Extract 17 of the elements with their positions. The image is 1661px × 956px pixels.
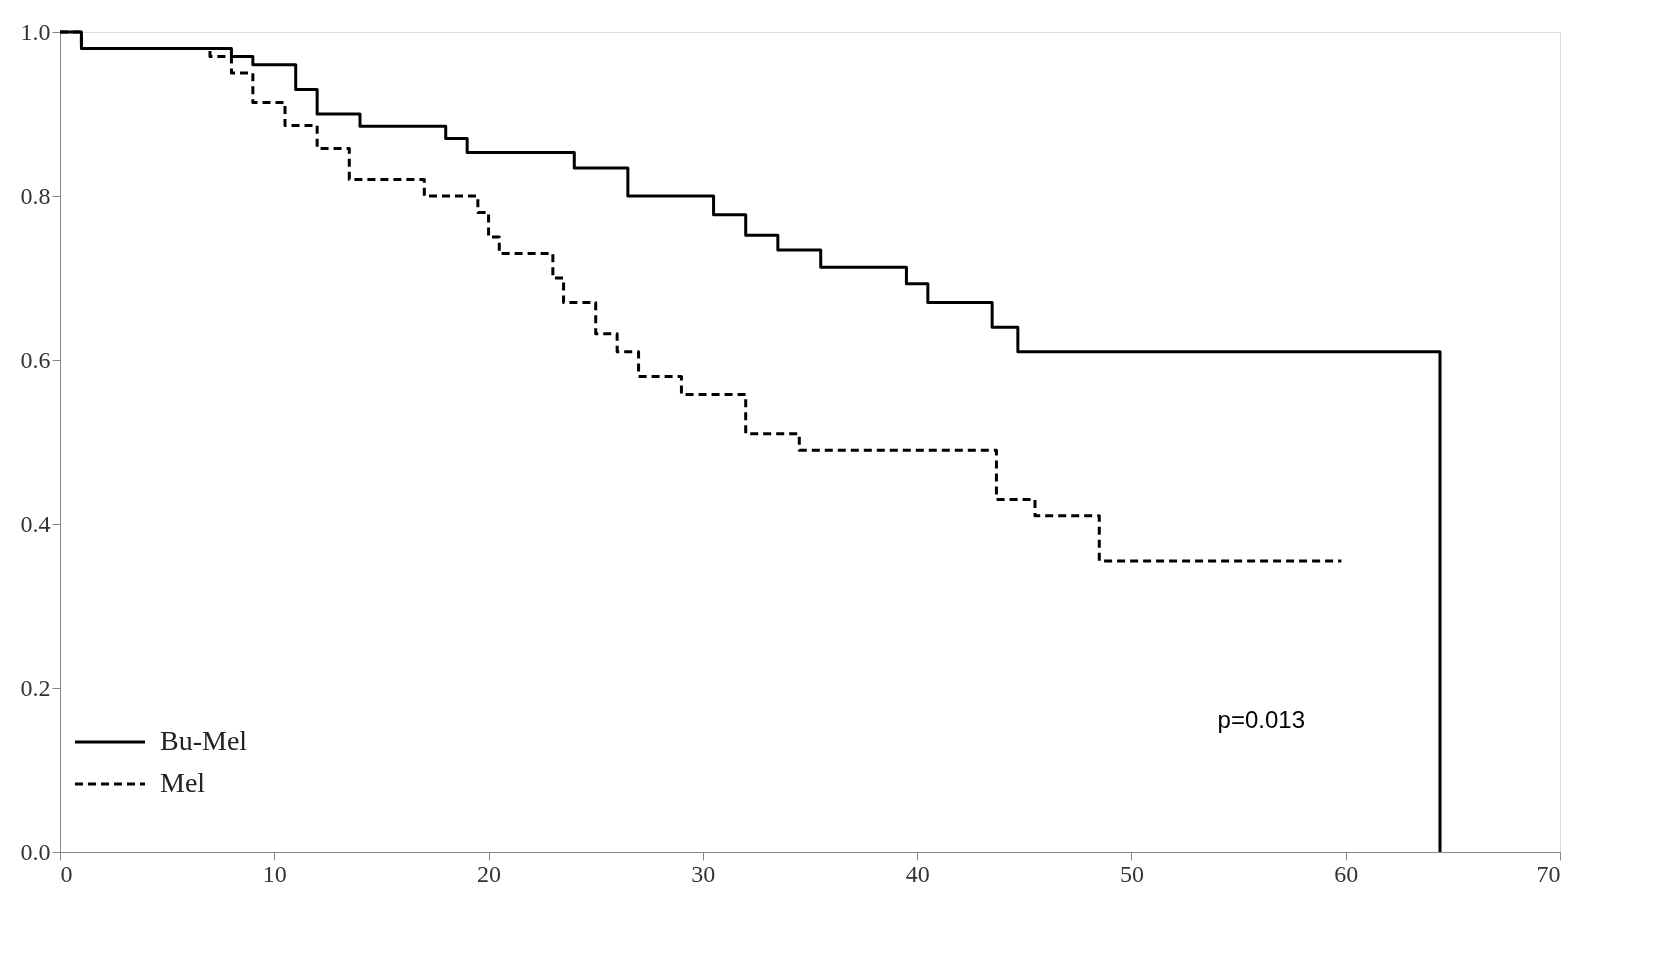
y-tick-label: 0.8 — [20, 182, 51, 209]
x-tick-label: 40 — [905, 860, 930, 887]
y-tick-label: 1.0 — [20, 18, 51, 45]
x-tick-label: 20 — [477, 860, 502, 887]
y-tick-label: 0.0 — [20, 838, 51, 865]
legend-label: Mel — [160, 767, 206, 798]
y-tick-label: 0.4 — [20, 510, 51, 537]
x-tick-label: 50 — [1119, 860, 1144, 887]
x-tick-label: 60 — [1334, 860, 1359, 887]
x-tick-label: 0 — [60, 860, 73, 887]
legend-label: Bu-Mel — [160, 725, 248, 756]
x-tick-label: 70 — [1536, 860, 1561, 887]
x-tick-label: 10 — [262, 860, 287, 887]
y-tick-label: 0.2 — [20, 674, 51, 701]
y-tick-label: 0.6 — [20, 346, 51, 373]
x-tick-label: 30 — [691, 860, 716, 887]
annotation: p=0.013 — [1217, 705, 1305, 733]
